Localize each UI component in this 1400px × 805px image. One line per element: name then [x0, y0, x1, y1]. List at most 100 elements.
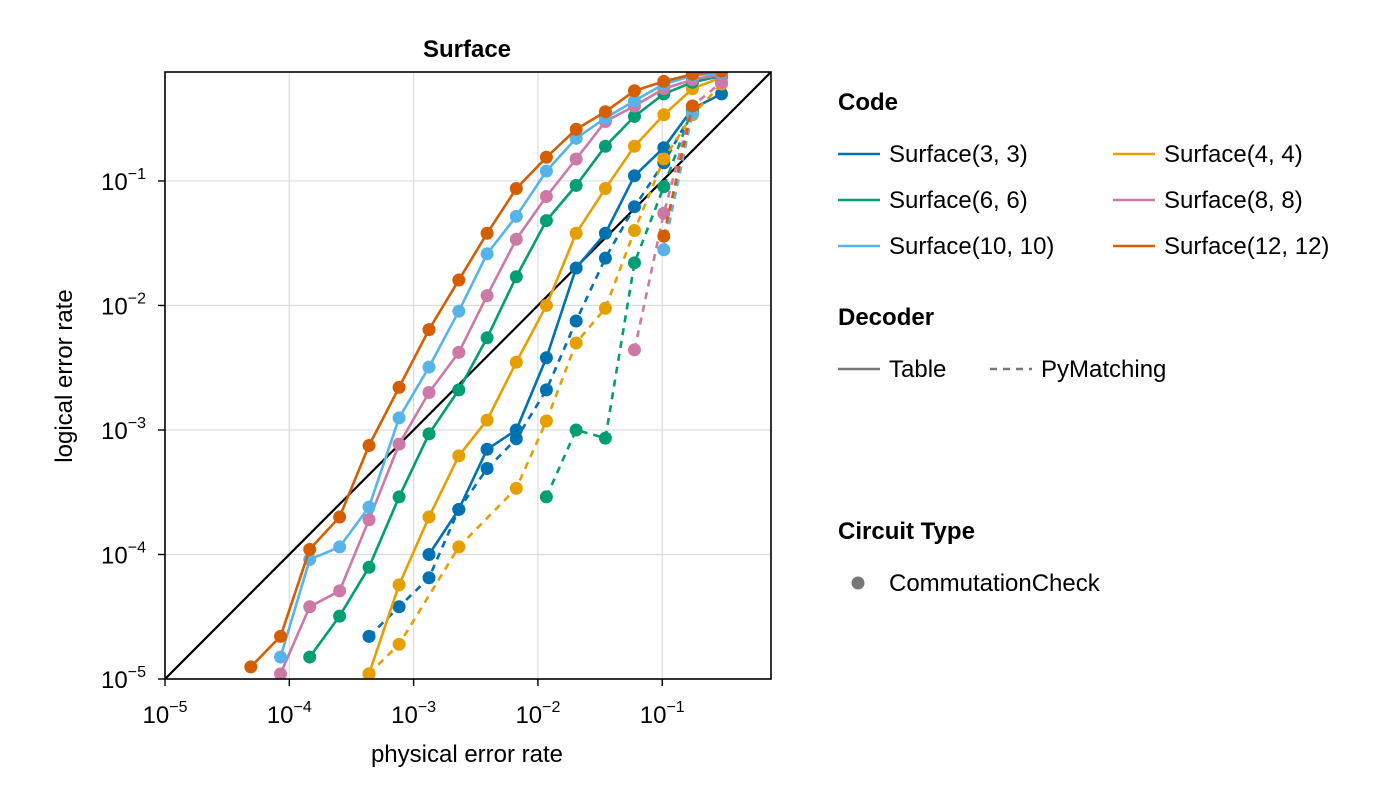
chart-title: Surface	[423, 36, 511, 63]
series-group	[657, 99, 699, 243]
data-point	[627, 343, 641, 357]
data-point	[657, 74, 671, 88]
legend-decoder-label: Table	[889, 356, 946, 383]
data-point	[627, 256, 641, 270]
series-group	[362, 72, 729, 679]
plot-frame	[164, 71, 772, 680]
data-point	[715, 87, 729, 101]
y-tick-label: 10−5	[101, 664, 146, 694]
series-group	[362, 105, 699, 643]
data-point	[569, 423, 583, 437]
data-point	[685, 99, 699, 113]
legend-circuit-title: Circuit Type	[838, 518, 975, 545]
data-point	[539, 383, 553, 397]
data-point	[509, 432, 523, 446]
data-point	[569, 261, 583, 275]
data-point	[627, 84, 641, 98]
data-point	[627, 94, 641, 108]
data-point	[598, 139, 612, 153]
data-point	[422, 571, 436, 585]
data-point	[569, 152, 583, 166]
data-point	[598, 181, 612, 195]
series-group	[244, 72, 728, 674]
data-point	[303, 600, 317, 614]
data-point	[657, 229, 671, 243]
legend-decoder-label: PyMatching	[1041, 356, 1166, 383]
y-tick-label: 10−4	[101, 539, 146, 569]
data-point	[627, 224, 641, 238]
data-point	[569, 122, 583, 136]
data-point	[569, 226, 583, 240]
data-point	[362, 560, 376, 574]
data-point	[657, 108, 671, 122]
data-point	[452, 383, 466, 397]
data-point	[422, 323, 436, 337]
series-line	[279, 72, 722, 675]
x-axis-label: physical error rate	[371, 741, 563, 768]
data-point	[452, 304, 466, 318]
data-point	[362, 513, 376, 527]
series-line	[633, 81, 723, 351]
legend-circuit-label: CommutationCheck	[889, 570, 1101, 597]
legend-circuit-marker	[851, 576, 865, 590]
data-point	[362, 439, 376, 453]
legend-code-label: Surface(12, 12)	[1164, 233, 1329, 260]
data-point	[480, 331, 494, 345]
data-point	[569, 314, 583, 328]
data-point	[422, 510, 436, 524]
x-tick-label: 10−5	[143, 699, 188, 729]
series-group	[627, 75, 729, 357]
data-point	[274, 650, 288, 664]
data-point	[480, 226, 494, 240]
data-point	[539, 490, 553, 504]
data-point	[539, 164, 553, 178]
data-point	[422, 360, 436, 374]
data-point	[333, 609, 347, 623]
series-line	[662, 105, 694, 237]
y-tick-label: 10−3	[101, 415, 146, 445]
data-point	[362, 629, 376, 643]
y-tick-label: 10−1	[101, 166, 146, 196]
data-point	[362, 500, 376, 514]
data-point	[715, 72, 728, 78]
data-point	[598, 251, 612, 265]
data-point	[657, 141, 671, 155]
x-tick-label: 10−3	[391, 699, 436, 729]
data-point	[569, 178, 583, 192]
y-tick-label: 10−2	[101, 290, 146, 320]
data-point	[392, 380, 406, 394]
data-point	[274, 629, 288, 643]
data-point	[657, 152, 671, 166]
y-axis-label: logical error rate	[51, 289, 78, 462]
x-tick-label: 10−1	[640, 699, 685, 729]
data-point	[539, 214, 553, 228]
data-point	[539, 150, 553, 164]
data-point	[362, 667, 376, 679]
data-point	[657, 243, 671, 257]
data-point	[392, 490, 406, 504]
legend-code-label: Surface(3, 3)	[889, 141, 1028, 168]
series-group	[303, 72, 729, 664]
legend-code-title: Code	[838, 89, 898, 116]
data-point	[274, 667, 288, 679]
data-point	[303, 650, 317, 664]
data-point	[422, 547, 436, 561]
data-point	[452, 273, 466, 287]
data-point	[480, 442, 494, 456]
data-point	[244, 660, 258, 674]
data-point	[422, 427, 436, 441]
data-point	[480, 289, 494, 303]
series-line	[368, 111, 694, 638]
data-point	[627, 139, 641, 153]
data-point	[392, 411, 406, 425]
data-point	[333, 584, 347, 598]
data-point	[598, 105, 612, 119]
data-point	[509, 481, 523, 495]
legend-code-label: Surface(4, 4)	[1164, 141, 1303, 168]
legend-code-label: Surface(8, 8)	[1164, 187, 1303, 214]
data-point	[627, 109, 641, 123]
data-point	[569, 336, 583, 350]
data-point	[452, 449, 466, 463]
